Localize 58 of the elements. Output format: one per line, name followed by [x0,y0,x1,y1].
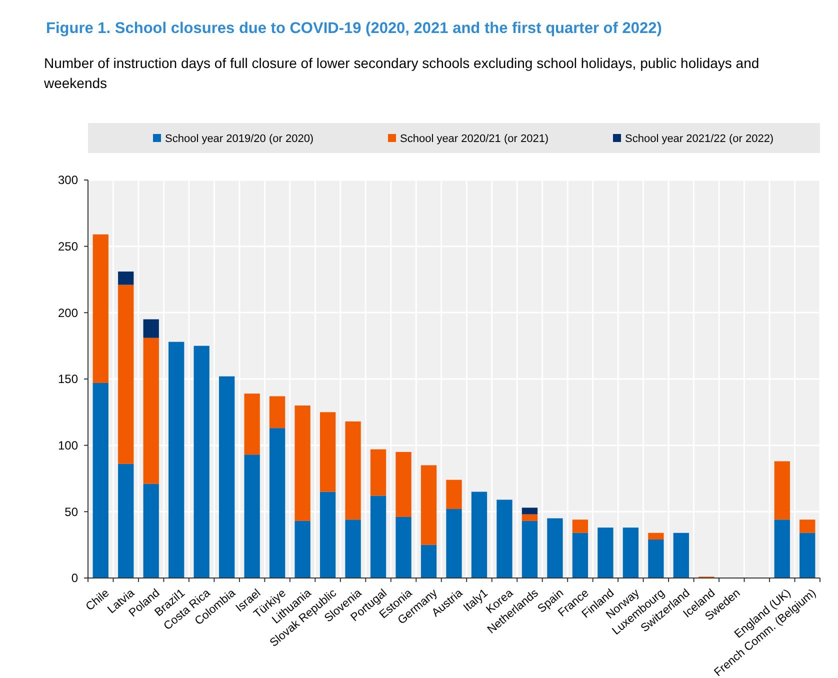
bar [345,520,361,578]
bar [269,428,286,578]
bar [244,394,260,455]
bar [143,338,159,484]
bar [92,382,108,578]
bar [622,528,639,578]
bar [420,544,437,578]
chart-subtitle: Number of instruction days of full closure of lower secondary schools excluding school holidays, public holidays and weekends [44,54,760,93]
bar [92,234,108,383]
bar [648,540,664,578]
bar [774,520,790,578]
bar [118,284,134,464]
y-tick-label: 50 [64,504,78,519]
bar [345,421,361,520]
bar [320,412,336,492]
bar [547,518,563,578]
bar [598,528,614,578]
bar [143,484,159,578]
bar [396,452,412,517]
bar [572,520,588,533]
bar [522,514,538,521]
bar [673,532,689,578]
bar [446,480,462,510]
bar [143,319,159,338]
bar [269,396,286,428]
bar [219,376,235,578]
legend-label: School year 2019/20 (or 2020) [165,133,314,145]
y-tick-label: 0 [71,571,78,586]
chart-title: Figure 1. School closures due to COVID-19 (2020, 2021 and the first quarter of 2022) [46,20,662,37]
y-tick-label: 100 [58,438,78,453]
bar [648,532,664,540]
bar [370,449,386,496]
bar [800,532,816,578]
legend-label: School year 2020/21 (or 2021) [400,133,549,145]
y-tick-label: 150 [58,372,78,386]
bar [496,500,512,578]
bar [774,461,790,520]
bar [572,532,588,578]
bar [294,520,310,578]
bar [118,272,134,285]
bar [446,509,462,578]
y-tick-label: 300 [58,173,78,188]
bar [244,454,260,578]
bar [320,492,336,578]
bar [194,346,210,578]
bar [522,508,538,514]
bar [522,520,538,578]
bar [294,406,310,521]
bar [396,516,412,578]
y-tick-label: 200 [58,306,78,320]
y-tick-label: 250 [58,240,78,254]
bar [370,496,386,578]
bar [471,492,488,578]
bar [118,464,134,578]
bar [168,342,184,578]
bar [800,520,816,533]
bar [420,465,437,545]
legend-label: School year 2021/22 (or 2022) [625,133,774,145]
